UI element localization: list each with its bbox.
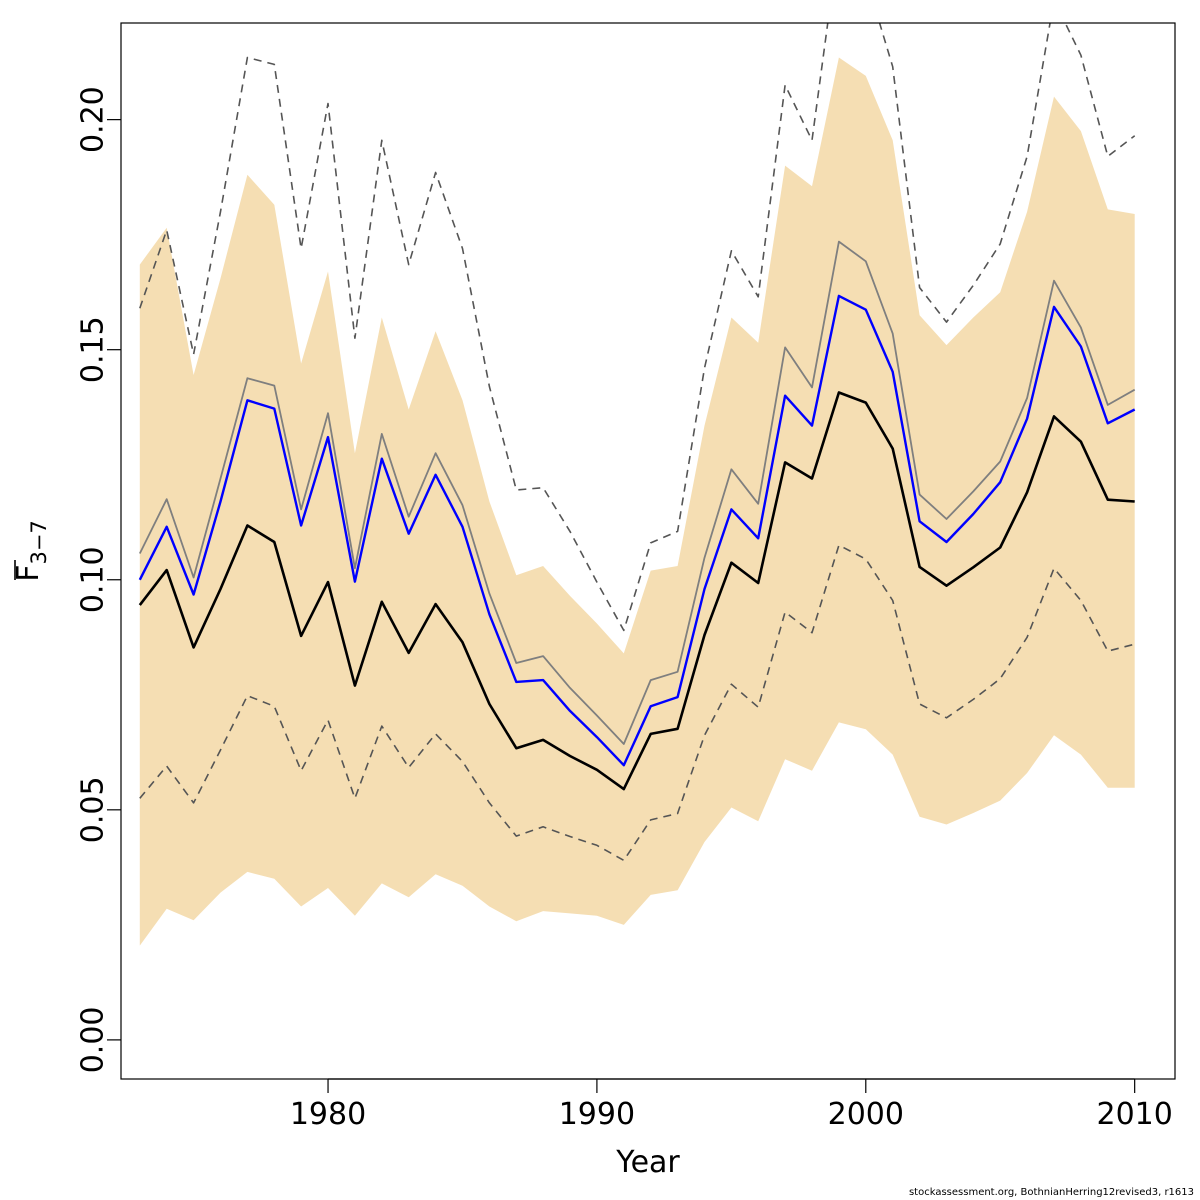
x-axis-title: Year [615, 1145, 680, 1180]
x-tick-label: 2010 [1096, 1097, 1172, 1132]
y-tick-label: 0.05 [76, 776, 111, 843]
series-line-blue [138, 294, 1136, 767]
y-tick-label: 0.00 [76, 1006, 111, 1073]
credit-text: stockassessment.org, BothnianHerring12re… [908, 1187, 1194, 1198]
svg-text:F3−7: F3−7 [11, 520, 51, 582]
x-tick-label: 1990 [559, 1097, 635, 1132]
y-tick-label: 0.15 [76, 316, 111, 383]
series-line-upper-dashed [139, 23, 1136, 632]
series-line-lower-dashed [139, 544, 1135, 862]
series-line-grey [138, 240, 1136, 745]
y-axis-title-main: F [11, 565, 46, 582]
x-tick-label: 1980 [290, 1097, 366, 1132]
series-lines [138, 23, 1136, 862]
y-axis-title-sub: 3−7 [27, 520, 51, 564]
confidence-band [139, 57, 1135, 946]
y-axis-title: F3−7 [11, 520, 51, 582]
x-tick-label: 2000 [828, 1097, 904, 1132]
band-area [139, 57, 1135, 946]
x-axis: 1980 1990 2000 2010 [290, 1078, 1173, 1132]
y-tick-label: 0.20 [76, 86, 111, 153]
y-axis: 0.00 0.05 0.10 0.15 0.20 [76, 86, 121, 1073]
y-tick-label: 0.10 [76, 546, 111, 613]
series-line-black [138, 391, 1135, 791]
